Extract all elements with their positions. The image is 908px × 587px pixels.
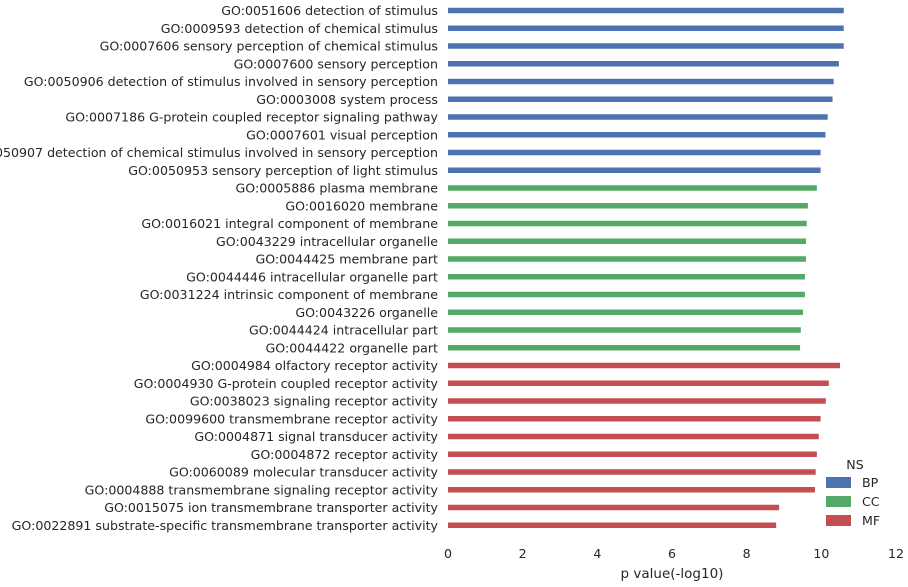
category-label: GO:0016021 integral component of membran…: [141, 216, 438, 231]
legend-label-mf: MF: [862, 513, 880, 528]
legend-title: NS: [846, 457, 863, 472]
category-label: GO:0005886 plasma membrane: [236, 181, 439, 196]
category-label: GO:0050953 sensory perception of light s…: [128, 163, 438, 178]
category-label: GO:0043226 organelle: [295, 305, 438, 320]
bars-group: [448, 7, 844, 528]
legend-swatch-mf: [826, 515, 851, 526]
bar-cc: [448, 291, 805, 298]
category-label: GO:0044425 membrane part: [255, 252, 438, 267]
x-tick-label: 10: [813, 546, 829, 561]
category-label: GO:0044422 organelle part: [266, 340, 439, 355]
bar-bp: [448, 132, 826, 138]
x-axis-ticks: 0 2 4 6 8 10 12: [444, 546, 904, 561]
bar-bp: [448, 167, 821, 173]
category-label: GO:0044446 intracellular organelle part: [186, 269, 438, 284]
category-label: GO:0099600 transmembrane receptor activi…: [145, 411, 438, 426]
x-tick-label: 12: [888, 546, 904, 561]
bar-cc: [448, 256, 807, 262]
category-label: GO:0004871 signal transducer activity: [194, 429, 438, 444]
category-label: GO:0016020 membrane: [285, 198, 438, 213]
bar-bp: [448, 43, 844, 49]
legend-swatch-cc: [826, 496, 851, 507]
category-label: GO:0022891 substrate-specific transmembr…: [12, 518, 439, 533]
bar-mf: [448, 487, 815, 493]
bar-bp: [448, 61, 839, 67]
category-label: GO:0043229 intracellular organelle: [216, 234, 438, 249]
category-labels: GO:0051606 detection of stimulus GO:00095…: [0, 3, 439, 533]
category-label: GO:0007606 sensory perception of chemica…: [100, 39, 438, 54]
category-label: GO:0009593 detection of chemical stimulu…: [161, 21, 438, 36]
bar-cc: [448, 238, 807, 244]
bar-cc: [448, 203, 808, 209]
category-label: GO:0007600 sensory perception: [234, 56, 438, 71]
bar-bp: [448, 78, 834, 85]
x-tick-label: 6: [668, 546, 676, 561]
category-label: GO:0004984 olfactory receptor activity: [191, 358, 438, 373]
category-label: GO:0007601 visual perception: [246, 127, 438, 142]
bar-mf: [448, 416, 821, 422]
bar-cc: [448, 274, 805, 280]
bar-mf: [448, 469, 816, 475]
bar-mf: [448, 398, 826, 404]
category-label: GO:0003008 system process: [256, 92, 438, 107]
x-tick-label: 8: [743, 546, 751, 561]
category-label: GO:0050906 detection of stimulus involve…: [24, 74, 438, 89]
bar-bp: [448, 7, 844, 14]
category-label: GO:0015075 ion transmembrane transporter…: [104, 500, 438, 515]
x-tick-label: 0: [444, 546, 452, 561]
legend-swatch-bp: [826, 477, 851, 488]
category-label: GO:0060089 molecular transducer activity: [169, 465, 438, 480]
bar-bp: [448, 25, 844, 31]
bar-bp: [448, 149, 821, 156]
category-label: GO:0051606 detection of stimulus: [221, 3, 438, 18]
category-label: GO:0007186 G-protein coupled receptor si…: [65, 110, 438, 125]
category-label: GO:0031224 intrinsic component of membra…: [140, 287, 438, 302]
category-label: GO:0044424 intracellular part: [249, 323, 438, 338]
bar-cc: [448, 220, 807, 227]
x-tick-label: 4: [593, 546, 601, 561]
category-label: GO:0004872 receptor activity: [251, 447, 439, 462]
x-tick-label: 2: [519, 546, 527, 561]
bar-mf: [448, 380, 829, 386]
bar-bp: [448, 114, 828, 120]
category-label: GO:0038023 signaling receptor activity: [190, 394, 439, 409]
bar-cc: [448, 327, 801, 333]
bar-bp: [448, 96, 833, 102]
legend: NS BP CC MF: [826, 457, 880, 528]
bar-mf: [448, 522, 777, 528]
bar-mf: [448, 362, 840, 369]
bar-mf: [448, 433, 819, 440]
bar-mf: [448, 451, 817, 457]
legend-label-bp: BP: [862, 475, 879, 490]
bar-cc: [448, 309, 804, 315]
category-label: GO:0050907 detection of chemical stimulu…: [0, 145, 438, 160]
bar-mf: [448, 504, 780, 511]
category-label: GO:0004930 G-protein coupled receptor ac…: [134, 376, 439, 391]
x-axis-label: p value(-log10): [621, 566, 724, 582]
legend-label-cc: CC: [862, 494, 880, 509]
bar-cc: [448, 345, 801, 351]
bar-cc: [448, 185, 817, 191]
category-label: GO:0004888 transmembrane signaling recep…: [85, 482, 439, 497]
